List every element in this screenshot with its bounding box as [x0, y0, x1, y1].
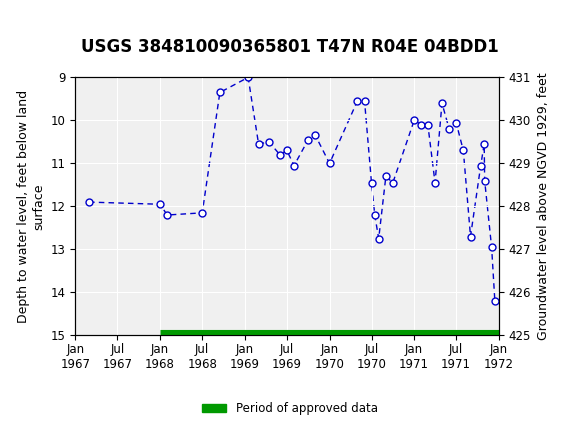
Legend: Period of approved data: Period of approved data — [198, 397, 382, 420]
Text: USGS 384810090365801 T47N R04E 04BDD1: USGS 384810090365801 T47N R04E 04BDD1 — [81, 38, 499, 56]
Y-axis label: Groundwater level above NGVD 1929, feet: Groundwater level above NGVD 1929, feet — [536, 73, 550, 340]
Text: ≡USGS: ≡USGS — [3, 16, 70, 36]
Y-axis label: Depth to water level, feet below land
surface: Depth to water level, feet below land su… — [17, 90, 45, 323]
